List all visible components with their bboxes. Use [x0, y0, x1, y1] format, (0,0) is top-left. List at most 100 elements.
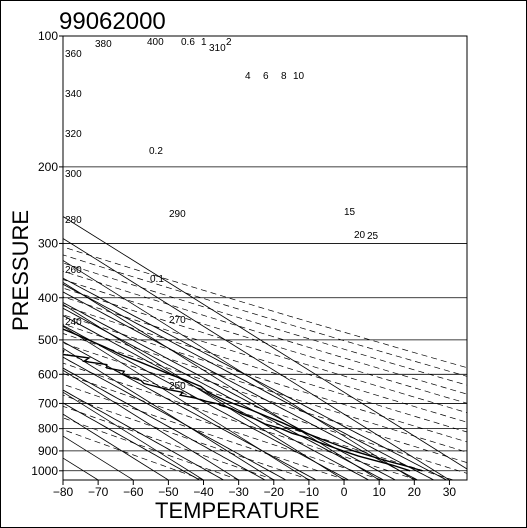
x-tick-label: −80 [53, 485, 74, 499]
isotherm-line [63, 391, 204, 480]
dry-adiabat-line [63, 270, 467, 395]
temperature-line [63, 328, 423, 472]
isotherm-line [63, 347, 274, 480]
x-tick-label: 20 [408, 485, 422, 499]
y-axis-title: PRESSURE [8, 210, 33, 331]
dry-adiabat-line [63, 246, 467, 369]
x-tick-label: −20 [264, 485, 285, 499]
mixing-ratio-line [63, 402, 200, 480]
x-axis-title: TEMPERATURE [155, 498, 320, 523]
dry-adiabat-line [63, 429, 204, 480]
dewpoint-line [63, 350, 411, 472]
dry-adiabat-line [63, 262, 467, 386]
mixing-ratio-label: 0.1 [150, 274, 164, 285]
y-tick-label: 400 [38, 291, 58, 305]
mixing-ratio-line [63, 277, 447, 480]
mixing-ratio-line [63, 367, 266, 480]
dry-adiabat-line [63, 279, 467, 404]
mixing-ratio-label: 1 [201, 37, 207, 48]
mixing-ratio-line [63, 315, 369, 480]
mixing-ratio-layer [63, 277, 447, 480]
label-layer: 360 380 400 310 340 320 300 290 280 260 270 240 250 0… [65, 37, 379, 392]
mixing-ratio-label: 4 [245, 71, 251, 82]
y-tick-label: 300 [38, 236, 58, 250]
dry-adiabat-line [63, 287, 467, 414]
dry-adiabat-line [63, 352, 454, 480]
isotherm-line [63, 369, 239, 480]
mixing-ratio-line [63, 389, 224, 480]
y-tick-label: 900 [38, 444, 58, 458]
dry-adiabat-layer [63, 246, 467, 480]
x-tick-label: −40 [193, 485, 214, 499]
dry-adiabat-line [63, 417, 240, 480]
x-tick-label: 0 [341, 485, 348, 499]
x-tick-label: −70 [88, 485, 109, 499]
chart-title: 99062000 [59, 8, 166, 35]
dry-adiabat-line [63, 296, 467, 423]
dry-adiabat-label: 290 [169, 209, 186, 220]
dry-adiabat-label: 280 [65, 215, 82, 226]
dry-adiabat-line [63, 323, 467, 453]
isotherm-line [63, 259, 415, 480]
mixing-ratio-label: 10 [293, 71, 305, 82]
dry-adiabat-line [63, 333, 467, 464]
dry-adiabat-label: 260 [65, 265, 82, 276]
mixing-ratio-line [63, 301, 396, 480]
y-tick-label: 700 [38, 396, 58, 410]
dry-adiabat-label: 300 [65, 169, 82, 180]
mixing-ratio-line [63, 341, 317, 480]
isotherm-line [63, 281, 380, 480]
dry-adiabat-label: 270 [169, 315, 186, 326]
x-tick-label: −50 [158, 485, 179, 499]
mixing-ratio-line [63, 307, 384, 480]
x-tick-label: −10 [299, 485, 320, 499]
mixing-ratio-label: 6 [263, 71, 269, 82]
y-tick-label: 800 [38, 422, 58, 436]
y-tick-label: 600 [38, 367, 58, 381]
dry-adiabat-label: 310 [209, 43, 226, 54]
dry-adiabat-line [63, 394, 311, 480]
isotherm-line [63, 216, 467, 470]
dry-adiabat-label: 250 [169, 381, 186, 392]
dry-adiabat-label: 400 [147, 37, 164, 48]
dry-adiabat-line [63, 314, 467, 443]
x-tick-label: 10 [372, 485, 386, 499]
mixing-ratio-label: 15 [344, 207, 356, 218]
mixing-ratio-line [63, 356, 287, 480]
dry-adiabat-label: 380 [95, 39, 112, 50]
tick-layer: −80 −70 −60 −50 −40 −30 −20 −10 0 10 20 30 100 200 300… [31, 29, 456, 499]
y-tick-label: 500 [38, 333, 58, 347]
mixing-ratio-label: 8 [281, 71, 287, 82]
isotherm-line [63, 325, 310, 480]
mixing-ratio-label: 2 [226, 37, 232, 48]
mixing-ratio-label: 0.2 [149, 146, 163, 157]
y-tick-label: 200 [38, 160, 58, 174]
y-tick-label: 100 [38, 29, 58, 43]
mixing-ratio-label: 20 [354, 230, 366, 241]
dry-adiabat-line [63, 362, 418, 480]
dry-adiabat-line [63, 405, 276, 480]
dry-adiabat-label: 240 [65, 317, 82, 328]
dry-adiabat-line [63, 373, 383, 480]
dry-adiabat-label: 360 [65, 49, 82, 60]
x-tick-label: −60 [123, 485, 144, 499]
mixing-ratio-line [63, 291, 418, 480]
dry-adiabat-label: 340 [65, 89, 82, 100]
mixing-ratio-line [63, 283, 435, 480]
mixing-ratio-line [63, 324, 349, 480]
isotherm-line [63, 238, 450, 480]
dry-adiabat-line [63, 305, 467, 433]
x-tick-label: −30 [228, 485, 249, 499]
mixing-ratio-label: 0.6 [181, 37, 195, 48]
x-tick-label: 30 [443, 485, 457, 499]
dry-adiabat-line [63, 342, 467, 474]
dry-adiabat-label: 320 [65, 129, 82, 140]
mixing-ratio-label: 25 [367, 231, 379, 242]
isotherm-line [63, 303, 345, 480]
grid-layer [63, 36, 467, 480]
plot-border [62, 35, 468, 481]
y-tick-label: 1000 [31, 464, 58, 478]
dry-adiabat-line [63, 383, 347, 480]
